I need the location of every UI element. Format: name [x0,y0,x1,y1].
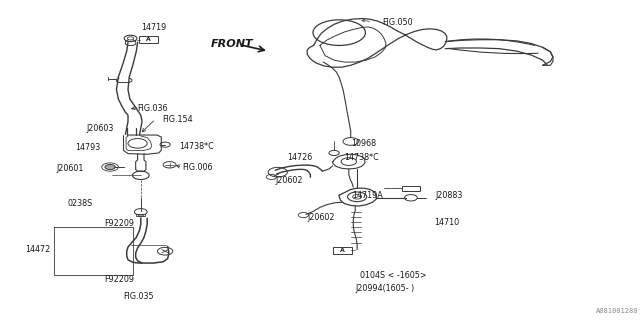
Text: 14726: 14726 [287,153,312,162]
Text: 14738*C: 14738*C [179,142,214,151]
Text: FRONT: FRONT [211,39,254,49]
Text: F92209: F92209 [104,275,134,284]
Text: J20602: J20602 [307,213,335,222]
Text: A: A [340,248,345,253]
FancyArrowPatch shape [448,48,538,54]
Text: J20602: J20602 [275,176,303,185]
Text: A081001280: A081001280 [596,308,639,314]
Text: FIG.035: FIG.035 [124,292,154,301]
Text: 14719: 14719 [141,23,166,32]
Circle shape [105,164,115,170]
Text: J20994(1605- ): J20994(1605- ) [356,284,415,293]
Bar [402,186,420,191]
Text: FIG.006: FIG.006 [182,163,213,172]
Text: 0238S: 0238S [67,199,92,208]
Bar [136,214,145,216]
Text: 14710: 14710 [434,218,459,227]
Text: 14793: 14793 [76,143,100,152]
FancyBboxPatch shape [139,36,158,43]
Text: F92209: F92209 [104,219,134,228]
Text: 14738*C: 14738*C [344,153,379,162]
FancyBboxPatch shape [333,247,352,254]
Text: 14472: 14472 [26,245,51,254]
Text: FIG.050: FIG.050 [383,18,413,27]
Text: 14719A: 14719A [352,191,383,200]
Text: J20883: J20883 [435,191,463,200]
Text: J20601: J20601 [56,164,84,172]
Text: 0104S < -1605>: 0104S < -1605> [360,271,426,280]
FancyArrowPatch shape [448,39,535,45]
Text: FIG.154: FIG.154 [162,115,193,124]
Text: 10968: 10968 [351,139,376,148]
Text: A: A [146,37,151,42]
Text: FIG.036: FIG.036 [138,104,168,113]
Text: J20603: J20603 [86,124,114,132]
